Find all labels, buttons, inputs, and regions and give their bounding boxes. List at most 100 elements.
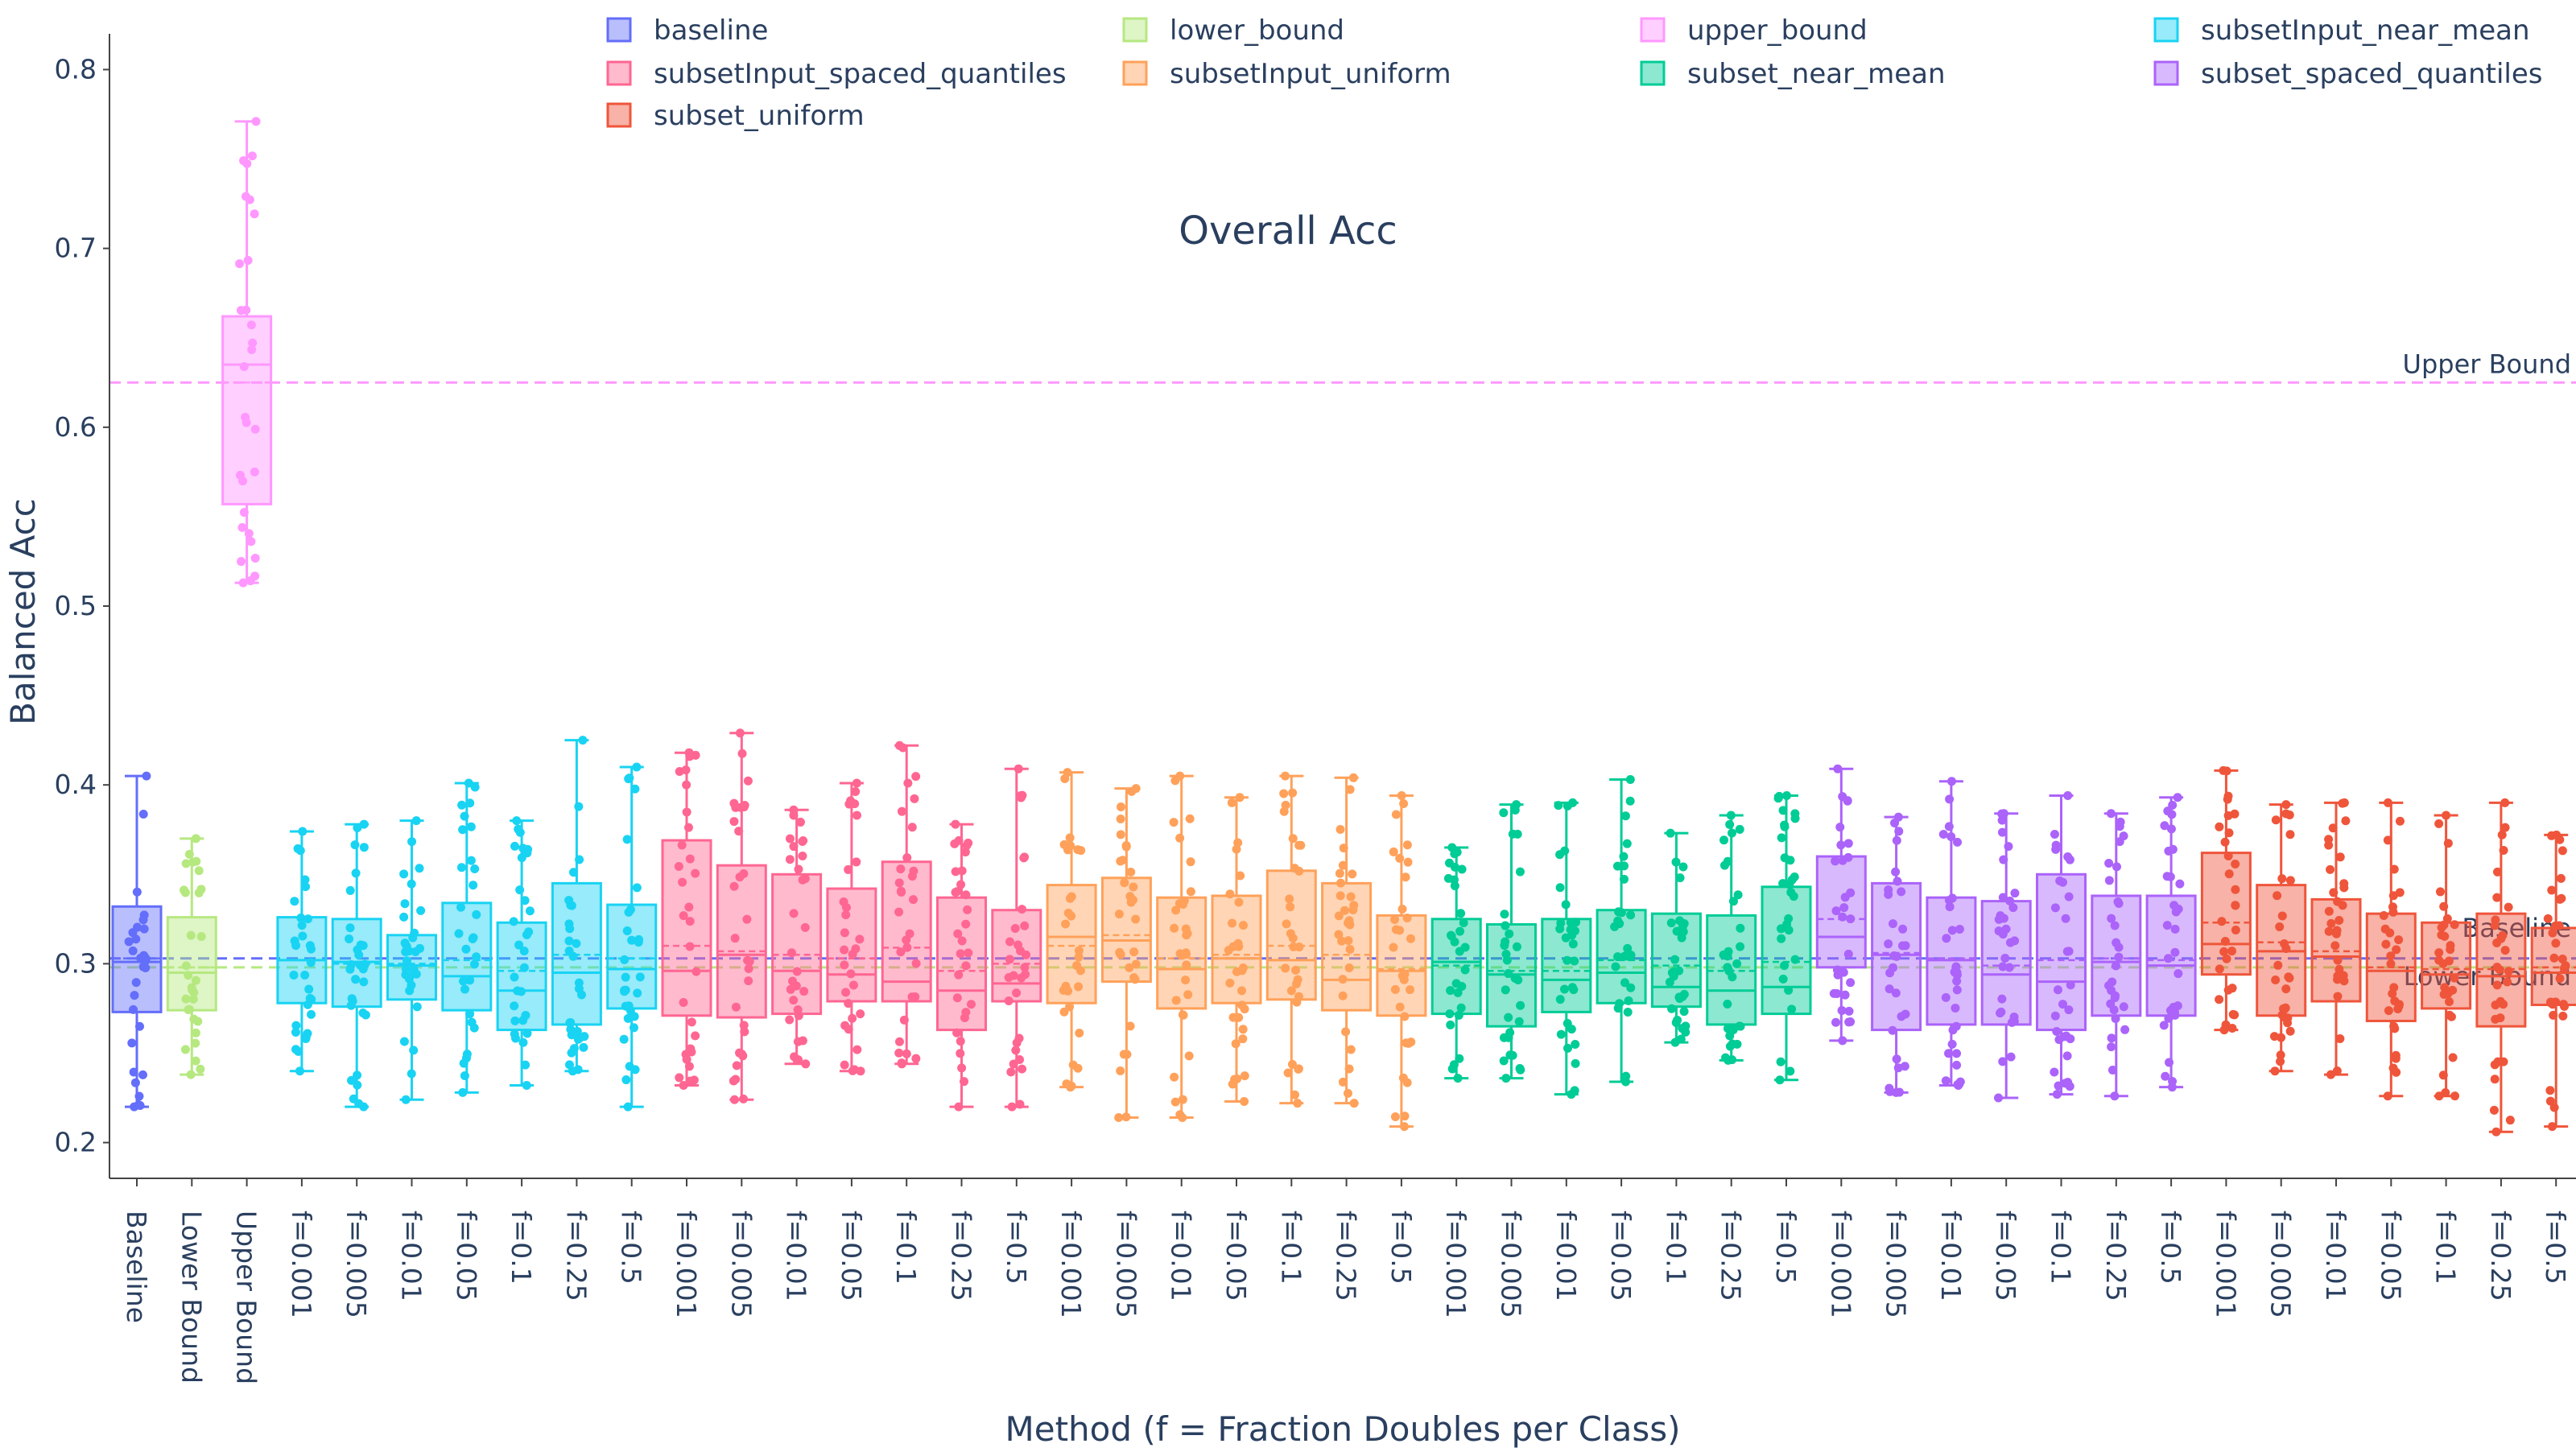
sample-point bbox=[2394, 935, 2404, 945]
sample-point bbox=[298, 827, 308, 836]
sample-point bbox=[409, 964, 419, 974]
sample-point bbox=[2503, 977, 2512, 987]
sample-point bbox=[186, 1070, 196, 1079]
sample-point bbox=[1015, 1099, 1025, 1109]
sample-point bbox=[1504, 969, 1513, 979]
sample-point bbox=[1897, 887, 1906, 897]
sample-point bbox=[1892, 835, 1901, 845]
sample-point bbox=[1666, 828, 1675, 838]
x-tick-label: f=0.05 bbox=[1605, 1211, 1637, 1301]
sample-point bbox=[1131, 959, 1141, 969]
sample-point bbox=[897, 806, 906, 816]
sample-point bbox=[2497, 830, 2507, 839]
sample-point bbox=[525, 906, 535, 916]
sample-point bbox=[1837, 1005, 1847, 1015]
sample-point bbox=[1846, 978, 1856, 988]
sample-point bbox=[464, 778, 473, 788]
sample-point bbox=[130, 991, 139, 1000]
sample-point bbox=[2120, 1025, 2130, 1034]
legend-swatch bbox=[2153, 60, 2179, 86]
sample-point bbox=[1952, 837, 1962, 847]
sample-point bbox=[1843, 839, 1853, 848]
sample-point bbox=[840, 1060, 849, 1070]
sample-point bbox=[1735, 824, 1744, 834]
sample-point bbox=[682, 780, 691, 790]
sample-point bbox=[951, 819, 960, 829]
sample-point bbox=[848, 1066, 857, 1075]
sample-point bbox=[846, 796, 856, 806]
box-subsetInput_uniform-17 bbox=[1046, 768, 1097, 1092]
sample-point bbox=[458, 825, 468, 835]
sample-point bbox=[635, 972, 645, 982]
sample-point bbox=[1059, 1007, 1069, 1017]
sample-point bbox=[785, 855, 795, 864]
sample-point bbox=[191, 1038, 200, 1048]
sample-point bbox=[1614, 907, 1624, 917]
sample-point bbox=[2276, 1050, 2285, 1060]
sample-point bbox=[1501, 1074, 1511, 1083]
box-subset_uniform-38 bbox=[2200, 765, 2252, 1035]
sample-point bbox=[2439, 901, 2449, 911]
sample-point bbox=[1723, 963, 1732, 972]
sample-point bbox=[404, 974, 414, 984]
sample-point bbox=[1567, 983, 1577, 992]
sample-point bbox=[2005, 896, 2015, 905]
legend-swatch bbox=[2153, 17, 2179, 43]
sample-point bbox=[966, 1000, 976, 1009]
sample-point bbox=[1951, 1021, 1961, 1031]
sample-point bbox=[194, 866, 204, 876]
sample-point bbox=[1513, 829, 1522, 839]
sample-point bbox=[1613, 1004, 1623, 1013]
sample-point bbox=[1944, 1049, 1954, 1058]
sample-point bbox=[181, 994, 191, 1004]
sample-point bbox=[1499, 1033, 1509, 1042]
sample-point bbox=[2444, 996, 2454, 1006]
sample-point bbox=[191, 834, 200, 844]
sample-point bbox=[2050, 829, 2059, 839]
sample-point bbox=[2438, 959, 2448, 968]
sample-point bbox=[1238, 963, 1248, 972]
sample-point bbox=[2223, 791, 2233, 801]
sample-point bbox=[1009, 971, 1018, 980]
sample-point bbox=[1288, 788, 1298, 798]
sample-point bbox=[789, 811, 799, 820]
sample-point bbox=[855, 934, 865, 944]
sample-point bbox=[2173, 1001, 2182, 1011]
sample-point bbox=[1624, 996, 1633, 1005]
sample-point bbox=[510, 1001, 519, 1011]
sample-point bbox=[740, 1027, 749, 1037]
sample-point bbox=[2492, 980, 2502, 990]
sample-point bbox=[2435, 887, 2445, 897]
sample-point bbox=[2119, 1002, 2128, 1012]
sample-point bbox=[345, 885, 355, 895]
sample-point bbox=[2547, 831, 2557, 840]
sample-point bbox=[1012, 988, 1022, 998]
sample-point bbox=[400, 899, 410, 909]
x-axis-title: Method (f = Fraction Doubles per Class) bbox=[1005, 1409, 1681, 1449]
sample-point bbox=[244, 529, 254, 538]
sample-point bbox=[351, 975, 361, 984]
sample-point bbox=[2492, 893, 2502, 902]
sample-point bbox=[2111, 1014, 2120, 1024]
sample-point bbox=[1016, 793, 1026, 802]
sample-point bbox=[1835, 823, 1845, 832]
sample-point bbox=[301, 1032, 311, 1042]
sample-point bbox=[1998, 1057, 2008, 1066]
sample-point bbox=[2450, 973, 2459, 983]
sample-point bbox=[2215, 822, 2224, 831]
sample-point bbox=[191, 1028, 200, 1037]
sample-point bbox=[841, 910, 851, 920]
sample-point bbox=[129, 1004, 138, 1014]
sample-point bbox=[1723, 999, 1732, 1009]
sample-point bbox=[1460, 943, 1470, 952]
sample-point bbox=[785, 834, 795, 844]
sample-point bbox=[2107, 1033, 2116, 1043]
sample-point bbox=[899, 1015, 909, 1025]
sample-point bbox=[2333, 971, 2343, 981]
sample-point bbox=[2275, 922, 2285, 932]
sample-point bbox=[2392, 945, 2401, 955]
sample-point bbox=[2547, 885, 2557, 895]
sample-point bbox=[1400, 1112, 1410, 1121]
sample-point bbox=[1121, 841, 1131, 851]
